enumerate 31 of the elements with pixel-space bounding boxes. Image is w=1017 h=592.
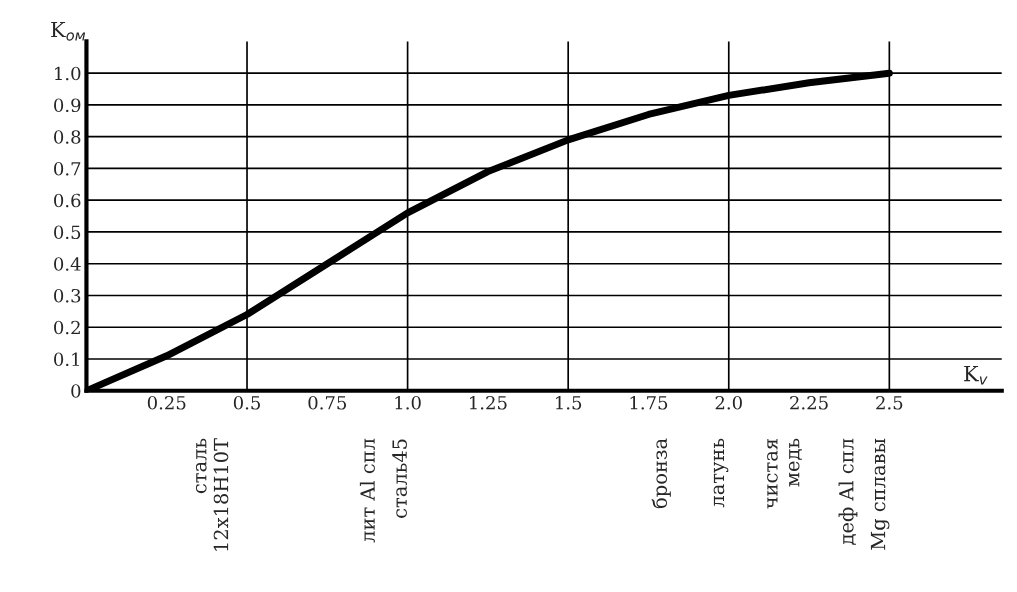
x-tick-label: 1.5 bbox=[556, 395, 582, 410]
text: латунь bbox=[713, 438, 729, 508]
text: деф Al спл bbox=[838, 438, 858, 545]
x-tick-label: 1.25 bbox=[469, 395, 507, 410]
y-tick-label: 0.3 bbox=[54, 288, 81, 303]
x-tick-label: 0.25 bbox=[147, 395, 186, 410]
text: сталь 12х18Н10Т bbox=[195, 438, 229, 551]
y-tick-label: 0 bbox=[71, 384, 81, 398]
y-tick-label: 0.1 bbox=[54, 352, 80, 367]
x-tick-label: 1.0 bbox=[395, 395, 421, 410]
x-tick-label: 2.0 bbox=[715, 395, 742, 410]
y-tick-label: 0.5 bbox=[54, 225, 81, 240]
x-tick-label: 2.5 bbox=[876, 395, 903, 410]
y-tick-label: 0.4 bbox=[54, 257, 81, 271]
text: Mg сплавы bbox=[870, 438, 890, 550]
x-tick-label: 1.75 bbox=[630, 395, 668, 410]
text: сталь45 bbox=[392, 439, 407, 518]
y-tick-label: 0.2 bbox=[54, 320, 80, 335]
y-tick-label: 0.7 bbox=[54, 161, 81, 176]
y-tick-label: 0.6 bbox=[54, 193, 81, 208]
y-tick-label: 0.9 bbox=[54, 98, 81, 113]
x-tick-label: 0.75 bbox=[308, 395, 347, 410]
x-tick-label: 0.5 bbox=[233, 395, 260, 410]
text: бронза bbox=[651, 438, 671, 509]
x-axis-title: K$_{v}$ bbox=[964, 365, 988, 385]
y-tick-label: 1.0 bbox=[55, 66, 81, 81]
x-tick-label: 2.25 bbox=[790, 395, 828, 410]
y-axis-title: K$_{ом}$ bbox=[51, 21, 86, 41]
text: чистая медь bbox=[767, 438, 802, 509]
text: лит Al спл bbox=[359, 438, 375, 543]
y-tick-label: 0.8 bbox=[54, 130, 81, 144]
